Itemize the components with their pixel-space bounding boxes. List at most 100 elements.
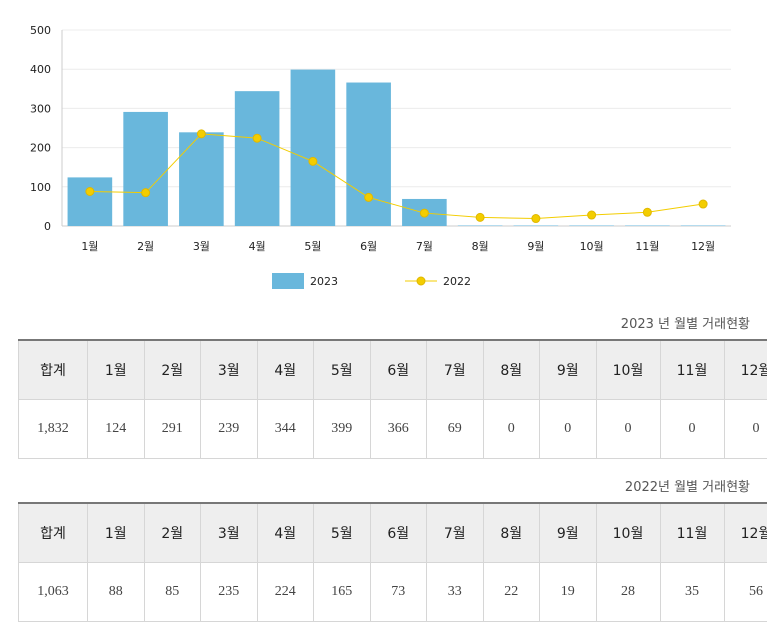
month-header: 8월 — [482, 340, 540, 400]
month-value: 85 — [143, 562, 201, 622]
point-2022[interactable] — [698, 199, 708, 209]
month-header: 7월 — [426, 503, 484, 563]
month-header: 3월 — [200, 503, 258, 563]
point-2022[interactable] — [196, 129, 206, 139]
month-header: 4월 — [256, 503, 314, 563]
y-tick-label: 500 — [30, 24, 51, 37]
month-value: 0 — [723, 399, 767, 459]
month-value: 344 — [256, 399, 314, 459]
month-value: 73 — [369, 562, 427, 622]
bar-2023[interactable] — [625, 225, 670, 227]
point-2022[interactable] — [587, 210, 597, 220]
month-header: 10월 — [595, 503, 661, 563]
table-2023-value-row: 1,832 124 291 239 344 399 366 69 0 0 0 0 0 — [18, 399, 767, 459]
month-header: 3월 — [200, 340, 258, 400]
month-header: 12월 — [723, 503, 767, 563]
bar-2023[interactable] — [457, 225, 503, 227]
point-2022[interactable] — [475, 212, 485, 222]
chart-grid — [61, 29, 731, 227]
month-value: 165 — [313, 562, 371, 622]
month-value: 399 — [313, 399, 371, 459]
bar-series-2023 — [67, 69, 726, 227]
bar-2023[interactable] — [123, 111, 168, 226]
month-value: 69 — [426, 399, 484, 459]
total-header: 합계 — [18, 340, 88, 400]
month-header: 9월 — [539, 503, 597, 563]
x-tick-label: 2월 — [137, 240, 154, 253]
month-value: 239 — [200, 399, 258, 459]
table-2022-header-row: 합계 1월 2월 3월 4월 5월 6월 7월 8월 9월 10월 11월 12월 — [18, 503, 767, 563]
month-value: 88 — [87, 562, 145, 622]
x-tick-label: 11월 — [635, 240, 659, 253]
bar-2023[interactable] — [569, 225, 614, 227]
bar-2023[interactable] — [290, 69, 336, 226]
y-axis-ticks: 0 100 200 300 400 500 — [30, 24, 51, 233]
point-2022[interactable] — [531, 214, 541, 224]
month-value: 291 — [143, 399, 201, 459]
month-header: 8월 — [482, 503, 540, 563]
bar-2023[interactable] — [346, 82, 391, 226]
month-value: 19 — [539, 562, 597, 622]
table-2022: 합계 1월 2월 3월 4월 5월 6월 7월 8월 9월 10월 11월 12월 1,063 88 85 2… — [18, 502, 767, 622]
point-2022[interactable] — [252, 133, 262, 143]
month-header: 2월 — [143, 503, 201, 563]
x-tick-label: 10월 — [580, 240, 604, 253]
table-2022-value-row: 1,063 88 85 235 224 165 73 33 22 19 28 35 56 — [18, 562, 767, 622]
month-header: 10월 — [595, 340, 661, 400]
month-header: 5월 — [313, 340, 371, 400]
total-value: 1,063 — [18, 562, 88, 622]
y-tick-label: 100 — [30, 181, 51, 194]
y-tick-label: 400 — [30, 63, 51, 76]
bar-2023[interactable] — [513, 225, 559, 227]
bar-2023[interactable] — [234, 91, 280, 226]
month-header: 2월 — [143, 340, 201, 400]
month-header: 6월 — [369, 503, 427, 563]
bar-2023[interactable] — [67, 177, 113, 226]
month-value: 366 — [369, 399, 427, 459]
x-tick-label: 7월 — [416, 240, 433, 253]
month-value: 33 — [426, 562, 484, 622]
x-tick-label: 9월 — [527, 240, 544, 253]
y-tick-label: 0 — [44, 220, 51, 233]
x-tick-label: 8월 — [472, 240, 489, 253]
y-tick-label: 200 — [30, 142, 51, 155]
point-2022[interactable] — [308, 156, 318, 166]
legend-2023-label[interactable]: 2023 — [310, 275, 338, 288]
month-header: 4월 — [256, 340, 314, 400]
legend-2023-swatch[interactable] — [272, 273, 304, 289]
chart-legend: 2023 2022 — [272, 273, 471, 289]
point-2022[interactable] — [141, 188, 151, 198]
legend-2022-label[interactable]: 2022 — [443, 275, 471, 288]
month-header: 5월 — [313, 503, 371, 563]
x-tick-label: 12월 — [691, 240, 715, 253]
month-header: 6월 — [369, 340, 427, 400]
table-2023: 합계 1월 2월 3월 4월 5월 6월 7월 8월 9월 10월 11월 12월 1,832 124 29… — [18, 339, 767, 459]
x-tick-label: 5월 — [304, 240, 321, 253]
line-series-2022 — [85, 129, 708, 224]
month-value: 0 — [595, 399, 661, 459]
x-tick-label: 6월 — [360, 240, 377, 253]
point-2022[interactable] — [642, 207, 652, 217]
month-value: 235 — [200, 562, 258, 622]
y-tick-label: 300 — [30, 102, 51, 115]
month-value: 56 — [723, 562, 767, 622]
monthly-trade-chart: 0 100 200 300 400 500 1월 2월 3월 4월 5월 6월 7월 8월 9월 10월 11… — [30, 24, 731, 289]
month-header: 1월 — [87, 340, 145, 400]
table-2023-header-row: 합계 1월 2월 3월 4월 5월 6월 7월 8월 9월 10월 11월 12월 — [18, 340, 767, 400]
month-value: 224 — [256, 562, 314, 622]
bar-2023[interactable] — [179, 132, 224, 226]
point-2022[interactable] — [85, 187, 95, 197]
point-2022[interactable] — [364, 192, 374, 202]
month-value: 28 — [595, 562, 661, 622]
month-value: 0 — [539, 399, 597, 459]
month-header: 9월 — [539, 340, 597, 400]
legend-2022-marker[interactable] — [416, 276, 426, 286]
x-axis-ticks: 1월 2월 3월 4월 5월 6월 7월 8월 9월 10월 11월 12월 — [81, 240, 715, 253]
x-tick-label: 4월 — [249, 240, 266, 253]
month-value: 0 — [482, 399, 540, 459]
total-value: 1,832 — [18, 399, 88, 459]
table-2022-caption: 2022년 월별 거래현황 — [624, 480, 750, 495]
bar-2023[interactable] — [680, 225, 726, 227]
total-header: 합계 — [18, 503, 88, 563]
point-2022[interactable] — [419, 208, 429, 218]
